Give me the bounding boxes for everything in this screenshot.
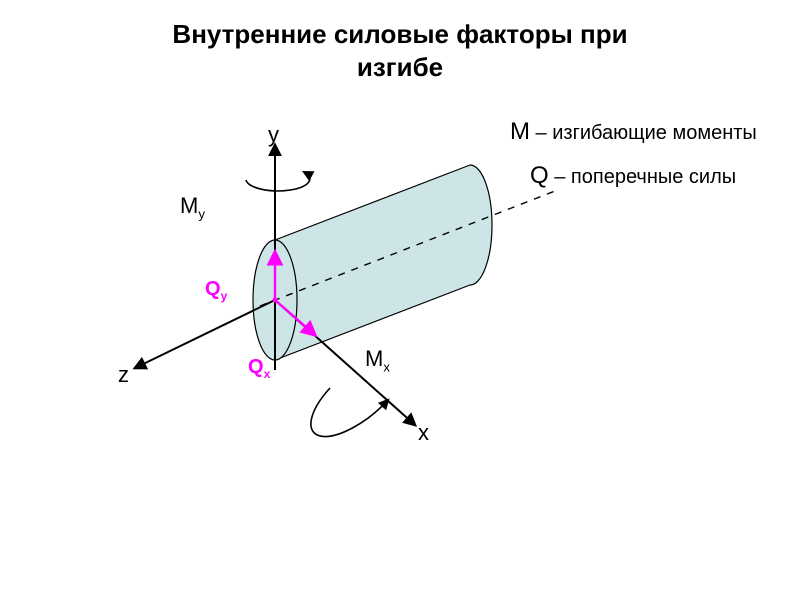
force-qx-label: Qx — [248, 356, 270, 381]
moment-mx-arc — [311, 388, 388, 436]
moment-mx-label: Мx — [365, 346, 390, 374]
moment-my-sym: М — [180, 193, 198, 218]
moment-my-arc — [246, 172, 310, 191]
force-qy-sym: Q — [205, 278, 221, 300]
origin-dot — [273, 298, 278, 303]
axis-x-label: x — [418, 420, 429, 446]
moment-mx-sub: x — [383, 359, 390, 374]
diagram — [0, 0, 800, 600]
force-qy-sub: y — [221, 289, 228, 303]
force-qx-sym: Q — [248, 356, 264, 378]
axis-y-label: y — [268, 122, 279, 148]
axis-z-label: z — [118, 362, 129, 388]
force-qx-sub: x — [264, 367, 271, 381]
moment-my-label: Мy — [180, 193, 205, 221]
force-qy-label: Qy — [205, 278, 227, 303]
moment-mx-sym: М — [365, 346, 383, 371]
moment-my-sub: y — [198, 206, 205, 221]
cylinder — [253, 165, 492, 360]
